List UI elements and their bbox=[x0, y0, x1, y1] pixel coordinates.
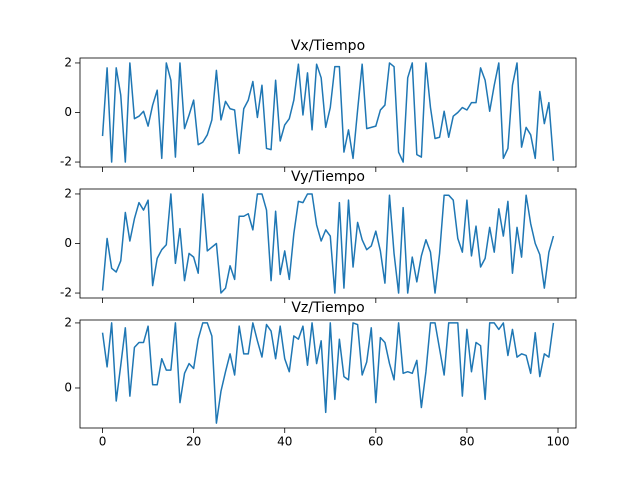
subplot-title: Vx/Tiempo bbox=[291, 38, 365, 54]
x-tick-label: 100 bbox=[547, 435, 570, 449]
y-tick-label: 0 bbox=[64, 105, 72, 119]
data-line bbox=[101, 322, 555, 424]
y-tick-label: -2 bbox=[60, 286, 72, 300]
y-tick-label: 2 bbox=[64, 186, 72, 200]
axes-frame bbox=[79, 319, 577, 429]
axes-frame bbox=[79, 188, 577, 299]
y-tick-label: 2 bbox=[64, 55, 72, 69]
subplot-title: Vy/Tiempo bbox=[291, 169, 365, 185]
x-tick-label: 80 bbox=[459, 435, 474, 449]
x-tick-label: 0 bbox=[99, 435, 107, 449]
y-tick-label: 0 bbox=[64, 380, 72, 394]
y-tick-label: 0 bbox=[64, 236, 72, 250]
y-tick-label: 2 bbox=[64, 315, 72, 329]
data-line bbox=[101, 62, 555, 163]
x-tick-label: 40 bbox=[277, 435, 292, 449]
x-tick-label: 60 bbox=[368, 435, 383, 449]
x-tick-label: 20 bbox=[186, 435, 201, 449]
y-tick-label: -2 bbox=[60, 155, 72, 169]
data-line bbox=[101, 193, 555, 294]
subplot-title: Vz/Tiempo bbox=[291, 300, 364, 316]
